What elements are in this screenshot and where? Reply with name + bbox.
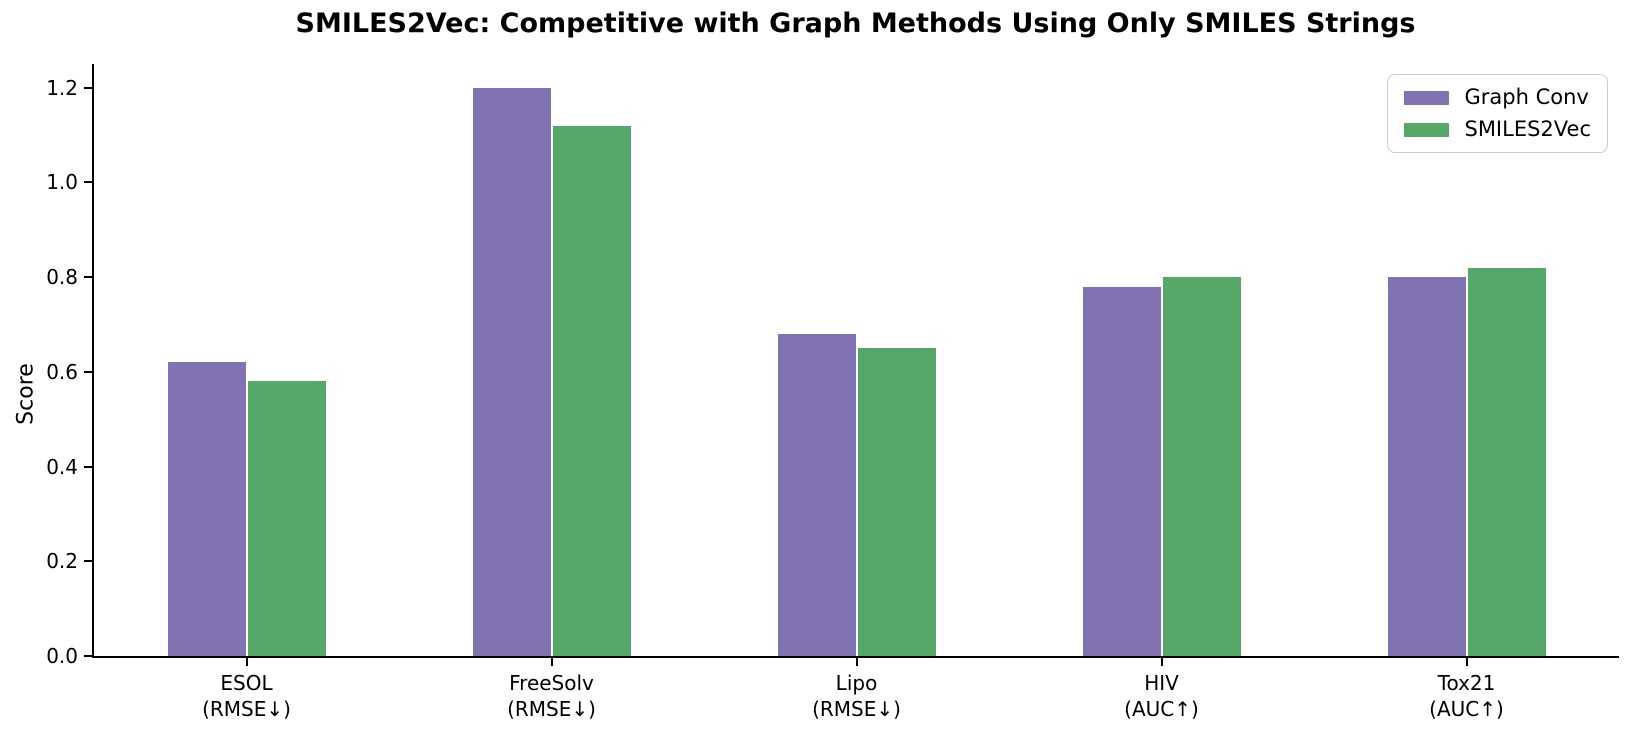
chart-title: SMILES2Vec: Competitive with Graph Metho… xyxy=(295,8,1416,39)
y-tick-mark xyxy=(84,370,92,373)
x-tick-label-lipo: Lipo (RMSE↓) xyxy=(812,670,901,722)
y-tick-mark xyxy=(84,86,92,89)
category-name: Tox21 xyxy=(1437,671,1496,695)
x-tick-mark xyxy=(1465,658,1468,666)
y-tick-label: 1.2 xyxy=(46,75,78,100)
bar-group-hiv xyxy=(1082,64,1242,656)
legend-swatch xyxy=(1404,122,1450,137)
bar-graph-conv xyxy=(1387,277,1466,656)
y-tick-label: 0.0 xyxy=(46,644,78,668)
bar-graph-conv xyxy=(167,362,246,656)
legend: Graph Conv SMILES2Vec xyxy=(1387,74,1608,154)
x-tick-mark xyxy=(855,658,858,666)
legend-label: Graph Conv xyxy=(1464,85,1589,109)
legend-entry-graph-conv: Graph Conv xyxy=(1404,85,1591,109)
y-tick-label: 0.4 xyxy=(46,454,78,479)
y-tick-mark xyxy=(84,560,92,563)
category-name: Lipo xyxy=(835,671,878,695)
y-tick-label: 0.6 xyxy=(46,359,78,384)
bar-group-esol xyxy=(167,64,327,656)
category-name: ESOL xyxy=(220,671,273,695)
y-tick-label: 1.0 xyxy=(46,170,78,195)
bar-graph-conv xyxy=(777,333,856,656)
y-tick-label: 0.2 xyxy=(46,549,78,574)
bar-smiles2vec xyxy=(1467,267,1546,656)
x-tick-label-esol: ESOL (RMSE↓) xyxy=(202,670,291,722)
x-tick-label-freesolv: FreeSolv (RMSE↓) xyxy=(507,670,596,722)
y-tick-mark xyxy=(84,181,92,184)
x-tick-mark xyxy=(550,658,553,666)
bar-smiles2vec xyxy=(857,348,936,656)
plot-area: Score 0.0 0.2 0.4 0.6 0.8 1.0 1.2 ESOL (RMSE↓) Fr… xyxy=(14,64,1619,721)
category-name: HIV xyxy=(1144,671,1179,695)
legend-swatch xyxy=(1404,90,1450,105)
category-metric: (AUC↑) xyxy=(1429,697,1504,721)
x-tick-mark xyxy=(1160,658,1163,666)
y-tick-mark xyxy=(84,276,92,279)
category-metric: (RMSE↓) xyxy=(507,697,596,721)
bar-graph-conv xyxy=(1082,286,1161,656)
category-metric: (RMSE↓) xyxy=(202,697,291,721)
y-tick-label: 0.8 xyxy=(46,265,78,290)
bar-smiles2vec xyxy=(552,125,631,656)
y-tick-mark xyxy=(84,655,92,657)
bar-group-freesolv xyxy=(472,64,632,656)
legend-label: SMILES2Vec xyxy=(1464,117,1591,142)
bar-smiles2vec xyxy=(247,381,326,656)
x-tick-label-hiv: HIV (AUC↑) xyxy=(1124,670,1199,722)
bar-graph-conv xyxy=(472,87,551,656)
category-metric: (AUC↑) xyxy=(1124,697,1199,721)
bar-group-lipo xyxy=(777,64,937,656)
x-tick-mark xyxy=(245,658,248,666)
bar-smiles2vec xyxy=(1162,277,1241,656)
legend-entry-smiles2vec: SMILES2Vec xyxy=(1404,117,1591,142)
category-name: FreeSolv xyxy=(509,671,594,695)
x-tick-label-tox21: Tox21 (AUC↑) xyxy=(1429,670,1504,722)
category-metric: (RMSE↓) xyxy=(812,697,901,721)
bar-group-tox21 xyxy=(1387,64,1547,656)
y-tick-mark xyxy=(84,465,92,468)
